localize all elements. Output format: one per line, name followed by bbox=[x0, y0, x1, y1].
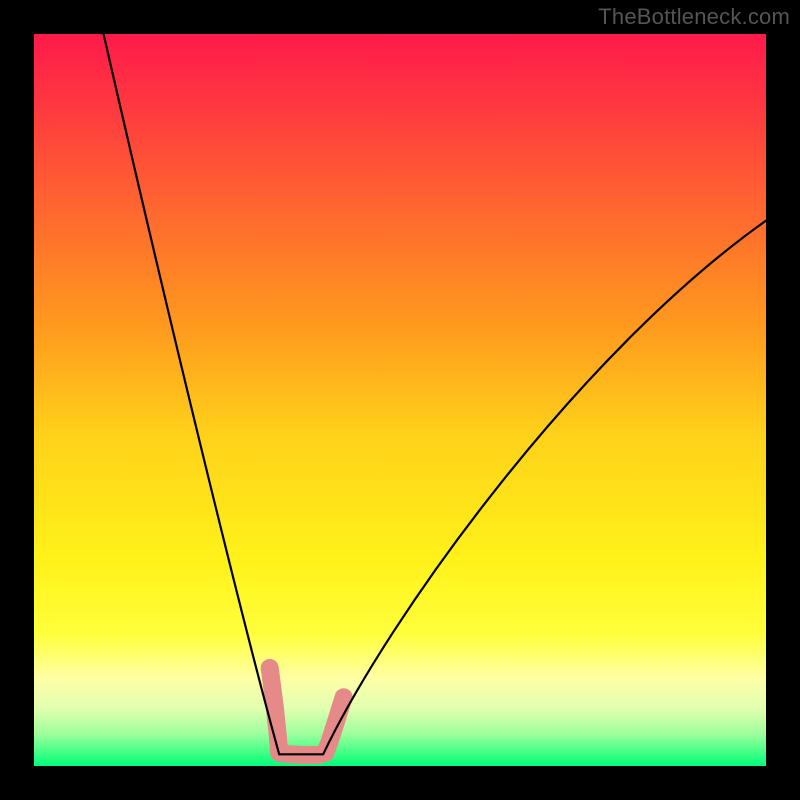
curve-layer bbox=[34, 34, 766, 766]
watermark-text: TheBottleneck.com bbox=[598, 4, 790, 30]
chart-frame: TheBottleneck.com bbox=[0, 0, 800, 800]
marker-stroke bbox=[270, 668, 344, 755]
v-curve bbox=[104, 34, 766, 754]
plot-area bbox=[34, 34, 766, 766]
